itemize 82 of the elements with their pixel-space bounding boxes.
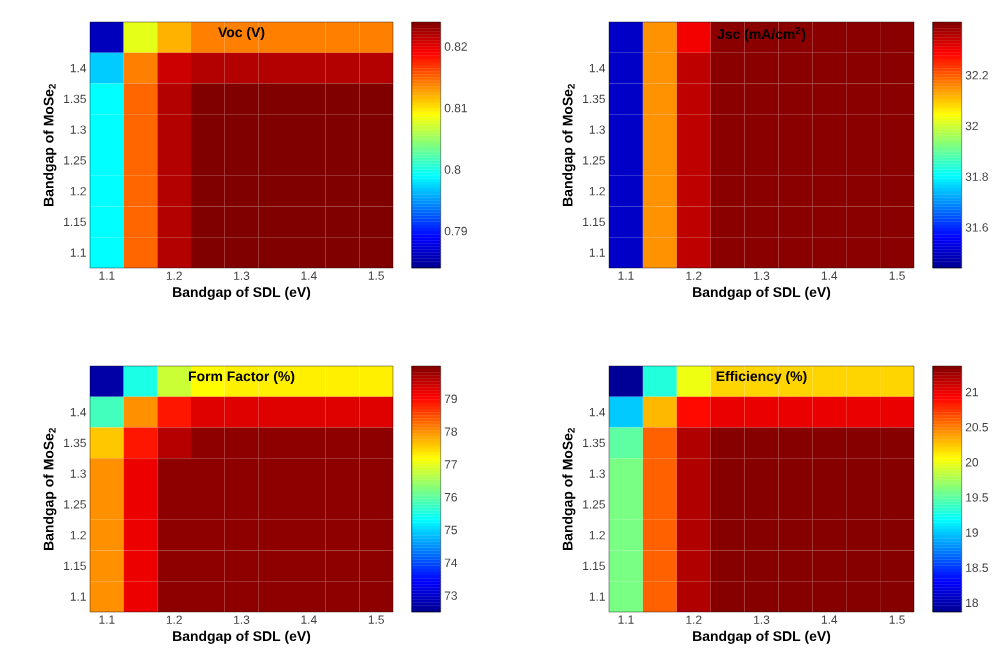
x-tick-label: 1.3	[754, 271, 770, 280]
color-bar-label: 18.5	[966, 563, 988, 572]
y-tick-label: 1.25	[64, 156, 86, 165]
color-bar-label: 20	[965, 458, 979, 467]
x-tick-label: 1.2	[686, 271, 702, 280]
x-tick-label: 1.3	[234, 271, 250, 280]
y-tick-label: 1.35	[583, 94, 605, 104]
y-tick-label: 1.35	[64, 438, 86, 448]
chart-title: Jsc (mA/cm$^{2}$)	[717, 26, 806, 42]
x-tick-label: 1.4	[821, 271, 838, 280]
x-tick-label: 1.3	[234, 615, 250, 624]
x-tick-label: 1.4	[821, 615, 838, 624]
y-tick-label: 1.15	[64, 217, 86, 227]
color-bar-label: 19.5	[966, 493, 988, 502]
y-tick-label: 1.15	[583, 217, 605, 227]
y-axis-title: Bandgap of MoSe$_{2}$	[562, 84, 576, 206]
color-bar-label: 0.82	[444, 42, 467, 51]
color-bar-label: 0.79	[444, 226, 467, 236]
y-tick-label: 1.4	[70, 408, 87, 417]
y-tick-label: 1.2	[70, 186, 86, 196]
y-tick-label: 1.4	[589, 408, 606, 417]
x-tick-label: 1.1	[618, 615, 634, 624]
color-bar-label: 32	[965, 121, 978, 131]
y-axis-title: Bandgap of MoSe$_{2}$	[562, 428, 576, 550]
y-tick-label: 1.1	[70, 248, 86, 257]
y-tick-label: 1.35	[583, 438, 605, 448]
y-tick-label: 1.4	[70, 64, 87, 73]
chart-title: Efficiency (%)	[716, 370, 807, 384]
color-bar-label: 77	[444, 460, 457, 469]
x-tick-label: 1.2	[166, 615, 182, 624]
color-bar-label: 73	[444, 591, 457, 600]
y-tick-label: 1.1	[589, 592, 605, 601]
x-tick-label: 1.4	[301, 615, 317, 624]
y-axis-title: Bandgap of MoSe$_{2}$	[43, 428, 57, 550]
color-bar-label: 74	[444, 558, 458, 567]
x-tick-label: 1.5	[889, 615, 905, 624]
color-bar-label: 20.5	[965, 422, 988, 432]
color-bar-label: 78	[444, 427, 457, 436]
color-bar-label: 0.81	[444, 103, 467, 113]
color-bar-label: 31.8	[965, 172, 988, 181]
color-bar-label: 18	[966, 598, 978, 608]
color-bar-label: 76	[444, 492, 457, 502]
y-axis-title: Bandgap of MoSe$_{2}$	[43, 84, 57, 206]
x-axis-title: Bandgap of SDL (eV)	[693, 286, 831, 300]
y-tick-label: 1.2	[589, 186, 605, 196]
y-tick-label: 1.1	[70, 592, 86, 601]
x-tick-label: 1.5	[368, 615, 384, 624]
color-bar-label: 21	[965, 387, 978, 397]
chart-title: Form Factor (%)	[188, 370, 295, 384]
color-bar-label: 79	[444, 394, 457, 404]
x-tick-label: 1.5	[368, 271, 384, 280]
y-tick-label: 1.4	[589, 64, 606, 73]
color-bar-label: 19	[966, 528, 978, 537]
y-tick-label: 1.25	[64, 500, 86, 509]
y-tick-label: 1.3	[70, 125, 86, 134]
y-tick-label: 1.3	[589, 469, 605, 478]
x-tick-label: 1.5	[889, 271, 905, 280]
x-axis-title: Bandgap of SDL (eV)	[693, 630, 831, 644]
x-axis-title: Bandgap of SDL (eV)	[173, 286, 311, 300]
y-tick-label: 1.3	[589, 125, 605, 134]
color-bar-label: 0.8	[444, 165, 461, 174]
y-tick-label: 1.25	[583, 156, 605, 165]
color-bar-label: 75	[444, 525, 458, 535]
y-tick-label: 1.3	[70, 469, 86, 478]
x-tick-label: 1.1	[618, 271, 634, 280]
x-tick-label: 1.3	[754, 615, 770, 624]
y-tick-label: 1.35	[64, 94, 86, 104]
color-bar-label: 32.2	[965, 71, 988, 80]
y-tick-label: 1.15	[64, 561, 86, 571]
x-tick-label: 1.1	[99, 615, 115, 624]
x-tick-label: 1.4	[301, 271, 317, 280]
x-tick-label: 1.2	[686, 615, 702, 624]
y-tick-label: 1.1	[589, 248, 605, 257]
y-tick-label: 1.25	[583, 500, 605, 509]
x-axis-title: Bandgap of SDL (eV)	[173, 630, 311, 644]
chart-title: Voc (V)	[218, 26, 265, 40]
color-bar-label: 31.6	[965, 223, 988, 232]
x-tick-label: 1.2	[166, 271, 182, 280]
y-tick-label: 1.2	[70, 530, 86, 540]
y-tick-label: 1.15	[583, 561, 605, 571]
y-tick-label: 1.2	[589, 530, 605, 540]
x-tick-label: 1.1	[99, 271, 115, 280]
